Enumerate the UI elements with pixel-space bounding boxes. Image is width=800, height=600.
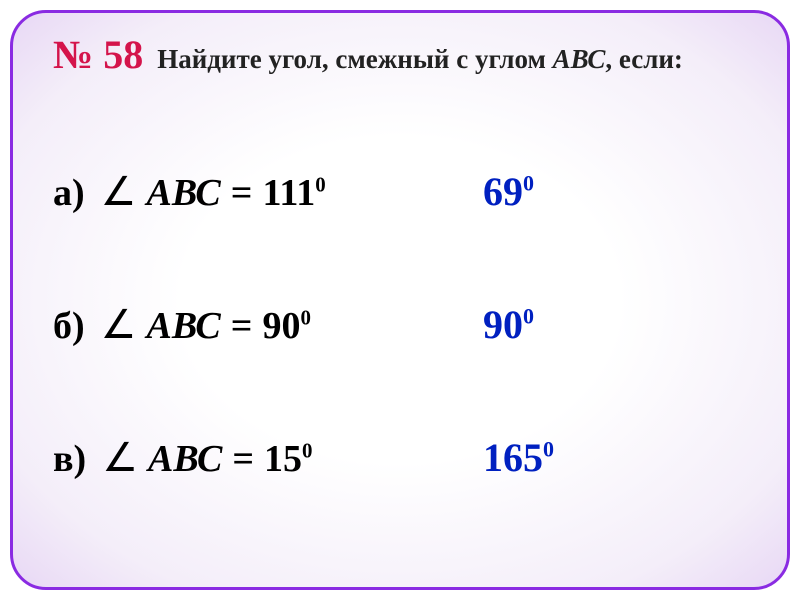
question-text: Найдите угол, смежный с углом АВС, если: [157,44,683,75]
given-value-b: 900 [262,304,310,348]
equals: = [231,304,253,348]
row-b: б) ∠ АВС = 900 900 [53,301,747,348]
given-a: а) ∠ АВС = 1110 [53,171,483,215]
angle-icon: ∠ [101,305,137,345]
problem-rows: а) ∠ АВС = 1110 690 б) ∠ АВС = 900 900 в… [53,168,747,481]
angle-icon: ∠ [101,172,137,212]
header-row: № 58 Найдите угол, смежный с углом АВС, … [53,31,747,78]
given-value-a: 1110 [262,171,325,215]
given-value-c: 150 [264,437,312,481]
label-c: в) [53,437,86,481]
problem-number: № 58 [53,31,143,78]
label-b: б) [53,304,85,348]
label-a: а) [53,171,85,215]
answer-c: 1650 [483,434,554,481]
row-a: а) ∠ АВС = 1110 690 [53,168,747,215]
angle-name: АВС [148,437,222,481]
equals: = [231,171,253,215]
answer-b: 900 [483,301,534,348]
question-prefix: Найдите угол, смежный с углом [157,44,552,74]
question-var: АВС [553,44,606,74]
slide-frame: № 58 Найдите угол, смежный с углом АВС, … [10,10,790,590]
question-suffix: , если: [605,44,683,74]
given-b: б) ∠ АВС = 900 [53,304,483,348]
answer-a: 690 [483,168,534,215]
angle-icon: ∠ [102,438,138,478]
given-c: в) ∠ АВС = 150 [53,437,483,481]
equals: = [232,437,254,481]
angle-name: АВС [147,171,221,215]
angle-name: АВС [147,304,221,348]
row-c: в) ∠ АВС = 150 1650 [53,434,747,481]
